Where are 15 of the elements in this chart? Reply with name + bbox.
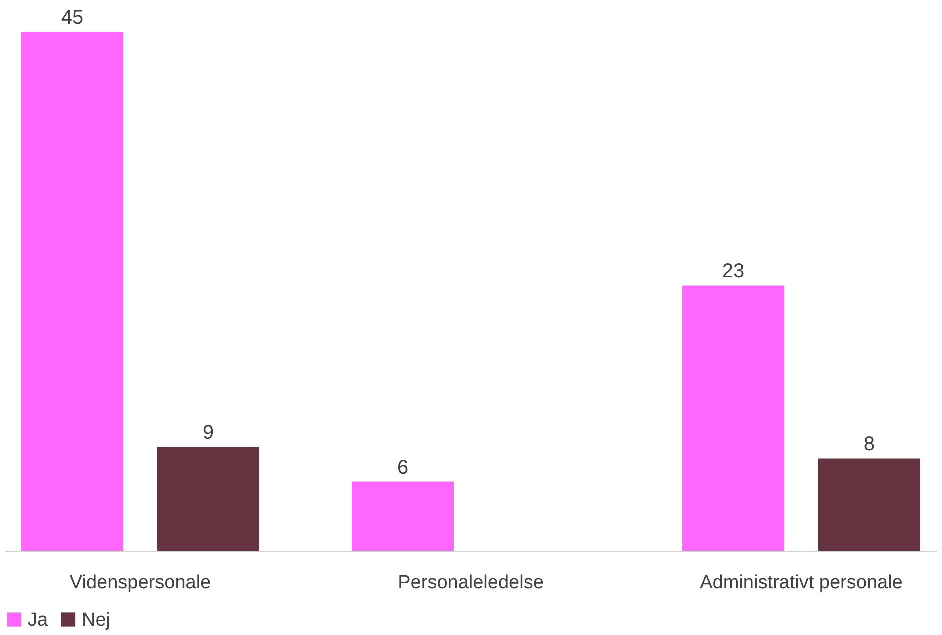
data-label: 45 xyxy=(61,7,84,29)
legend-label: Ja xyxy=(28,610,48,631)
bar xyxy=(682,286,784,551)
data-label: 6 xyxy=(397,456,409,479)
x-tick-label: Personaleledelse xyxy=(398,572,544,594)
legend-label: Nej xyxy=(82,610,111,631)
x-tick-label: Videnspersonale xyxy=(70,572,212,594)
x-tick-label: Administrativt personale xyxy=(700,572,903,594)
bar xyxy=(352,482,454,551)
bar xyxy=(22,32,124,551)
data-label: 8 xyxy=(864,434,876,456)
bar xyxy=(818,458,920,551)
data-label: 9 xyxy=(202,422,214,444)
bar xyxy=(158,447,260,551)
data-label: 23 xyxy=(722,260,745,283)
